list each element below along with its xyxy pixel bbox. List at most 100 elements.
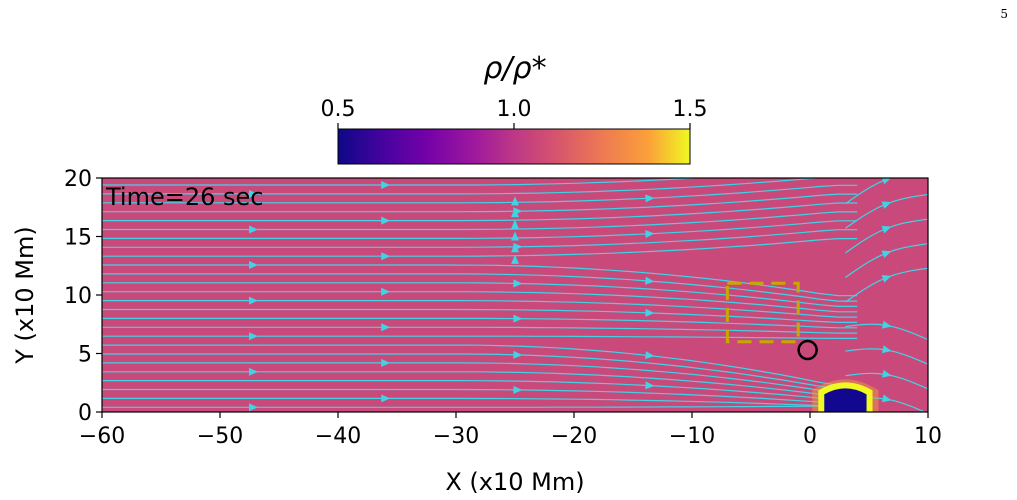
circle-marker: [797, 339, 818, 361]
dashed-box: [725, 281, 800, 344]
streamline: [102, 184, 858, 204]
streamline: [102, 220, 858, 239]
x-tick-label: −60: [79, 424, 125, 449]
streamline-arrow: [511, 219, 519, 229]
streamline-arrow: [881, 320, 892, 329]
streamline-arrow: [381, 287, 391, 296]
streamline-arrow: [249, 367, 258, 376]
streamline: [102, 282, 858, 307]
streamline-arrow: [249, 403, 258, 412]
colorbar-gradient: [337, 128, 691, 165]
streamline-arrow: [645, 194, 655, 203]
streamline: [102, 353, 858, 390]
page-number: 5: [1000, 7, 1008, 21]
streamline-arrow: [513, 385, 523, 394]
streamline: [102, 335, 858, 339]
streamline: [102, 178, 705, 186]
streamline-arrow: [381, 181, 391, 189]
streamline: [102, 291, 858, 313]
streamline: [102, 397, 858, 407]
streamline-arrow: [513, 314, 523, 323]
colorbar-tick-label: 0.5: [321, 97, 356, 122]
streamline-arrow: [881, 201, 892, 209]
streamline-arrow: [381, 358, 391, 367]
streamline-arrow: [249, 332, 258, 341]
streamline: [102, 371, 858, 397]
streamline-arrow: [511, 231, 519, 241]
streamline: [102, 300, 858, 318]
y-axis-label: Y (x10 Mm): [11, 226, 39, 364]
streamline: [845, 218, 928, 254]
dense-region: [812, 379, 879, 412]
streamline-arrow: [513, 279, 523, 288]
streamline-arrow: [249, 225, 258, 234]
streamline: [845, 178, 892, 205]
x-axis-ticks: −60 −50 −40 −30 −20 −10 0 10: [79, 412, 942, 449]
streamline-arrow: [511, 254, 519, 264]
streamline-arrow: [249, 261, 258, 269]
streamline-arrow: [881, 369, 892, 378]
streamline: [845, 193, 928, 229]
streamline-arrow: [645, 230, 655, 238]
streamline: [102, 178, 824, 195]
streamline-arrow: [881, 394, 892, 403]
colorbar-ticks: 0.5 1.0 1.5: [321, 97, 708, 129]
streamline: [102, 211, 858, 231]
streamline-arrow: [513, 350, 523, 359]
x-tick-label: −30: [433, 424, 479, 449]
streamline-arrow: [881, 250, 892, 259]
streamline: [845, 348, 928, 365]
streamline-arrow: [645, 351, 655, 360]
streamline-arrow: [511, 208, 519, 218]
streamline: [845, 243, 928, 278]
x-axis-label: X (x10 Mm): [445, 468, 584, 496]
streamline-arrow: [881, 225, 892, 234]
streamline: [102, 193, 858, 213]
streamline: [845, 267, 928, 303]
streamline-arrow: [511, 243, 519, 253]
dense-core: [824, 388, 867, 412]
streamline-arrow: [249, 189, 258, 198]
streamline: [102, 388, 858, 404]
y-tick-label: 0: [78, 401, 92, 426]
streamline-arrow: [381, 323, 391, 332]
y-axis-ticks: 0 5 10 15 20: [64, 167, 102, 426]
streamline: [102, 264, 858, 297]
streamline: [102, 362, 858, 393]
streamline: [102, 308, 858, 323]
x-tick-label: −40: [315, 424, 361, 449]
y-tick-label: 15: [64, 226, 92, 251]
colorbar-tick-label: 1.5: [673, 97, 708, 122]
streamline-arrow: [381, 252, 391, 261]
streamline-arrow: [249, 296, 258, 305]
streamline-arrow: [645, 381, 655, 390]
streamline-arrow: [511, 196, 519, 206]
streamline: [102, 202, 858, 222]
streamline-arrow: [645, 308, 655, 317]
colorbar-label: ρ/ρ*: [483, 51, 546, 86]
streamline-arrow: [381, 216, 391, 225]
streamline: [102, 229, 858, 248]
y-tick-label: 20: [64, 167, 92, 192]
x-tick-label: −10: [669, 424, 715, 449]
y-tick-label: 10: [64, 284, 92, 309]
streamline: [102, 317, 858, 329]
streamline: [102, 405, 858, 408]
streamline: [845, 372, 928, 390]
streamline: [845, 323, 928, 341]
x-tick-label: 10: [914, 424, 942, 449]
y-tick-label: 5: [78, 343, 92, 368]
streamline-arrow: [645, 276, 655, 285]
time-annotation: Time=26 sec: [105, 183, 263, 211]
streamline: [102, 273, 858, 302]
colorbar-tick-label: 1.0: [497, 97, 532, 122]
x-tick-label: −50: [197, 424, 243, 449]
streamline-arrow: [381, 394, 391, 403]
streamline-arrow: [881, 345, 892, 354]
streamline: [102, 380, 858, 401]
streamline-arrow: [881, 275, 892, 283]
streamline: [102, 326, 858, 334]
x-tick-label: 0: [803, 424, 817, 449]
streamline-arrow: [881, 178, 892, 185]
